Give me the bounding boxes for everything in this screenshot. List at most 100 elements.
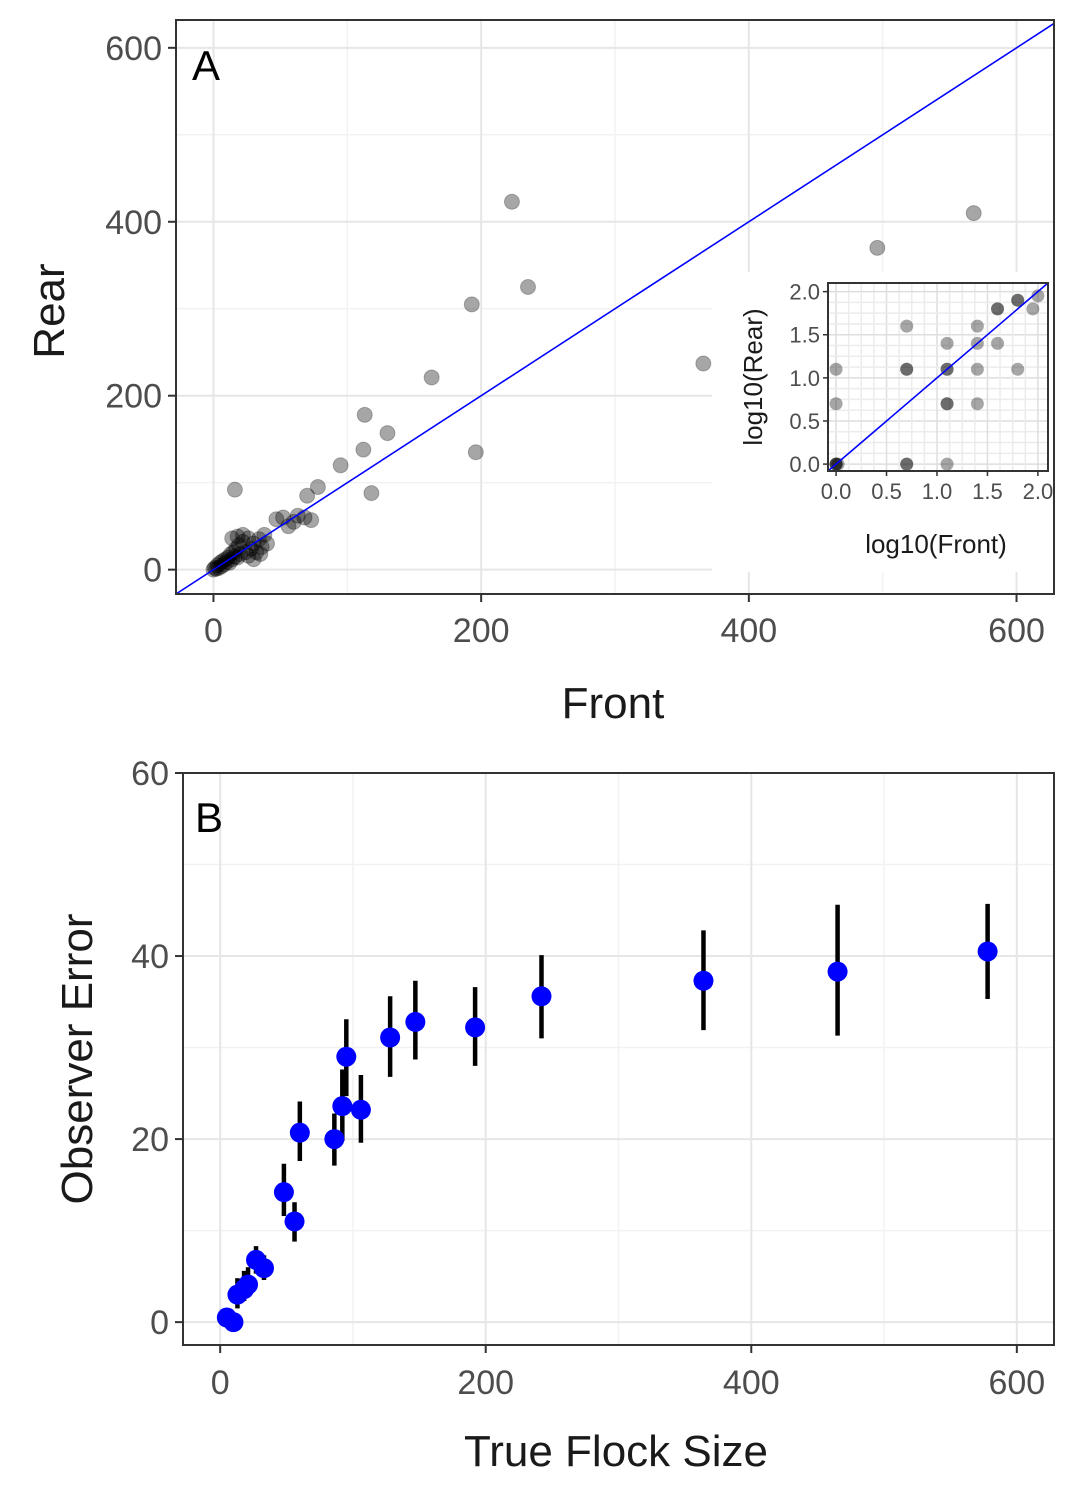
- data-point: [217, 551, 234, 568]
- data-point: [379, 425, 396, 442]
- inset-identity-line: [827, 282, 1049, 472]
- y-tick-label: 60: [131, 755, 169, 793]
- panel-a-frame: [175, 19, 1055, 595]
- data-point: [336, 1046, 357, 1067]
- data-point: [220, 549, 237, 566]
- inset-data-point: [940, 397, 954, 411]
- inset-data-point: [1011, 293, 1025, 307]
- data-point: [229, 549, 246, 566]
- data-point: [212, 554, 229, 571]
- data-point: [465, 1017, 486, 1038]
- panel-a-letter: A: [192, 42, 220, 89]
- data-point: [695, 355, 712, 372]
- x-tick-label: 0: [211, 1364, 230, 1402]
- panel-a-reference-line: [175, 22, 1055, 595]
- data-point: [827, 961, 848, 982]
- inset-y-tick-label: 2.0: [789, 280, 820, 305]
- panel-a-scatter: 0.0 0.5 1.0 1.5 2.0 0.0 0.5 1.0 1.5 2.0 log10(Fro…: [25, 19, 1057, 728]
- y-tick-label: 600: [105, 30, 162, 68]
- inset-points: [829, 289, 1045, 471]
- inset-x-tick-label: 0.5: [871, 479, 902, 504]
- inset-x-tick-label: 0.0: [821, 479, 852, 504]
- inset-data-point: [829, 397, 843, 411]
- inset-data-point: [900, 457, 914, 471]
- data-point: [273, 1182, 294, 1203]
- data-point: [252, 545, 269, 562]
- inset-data-point: [1031, 289, 1045, 303]
- inset-y-tick-label: 1.0: [789, 366, 820, 391]
- data-point: [242, 540, 259, 557]
- data-point: [363, 485, 380, 502]
- data-point: [355, 441, 372, 458]
- data-point: [531, 986, 552, 1007]
- inset-data-point: [1026, 302, 1040, 316]
- data-point: [214, 552, 231, 569]
- x-tick-label: 0: [204, 612, 223, 650]
- inset-data-point: [1011, 293, 1025, 307]
- panel-b-tick-labels: 0 200 400 600 0 20 40 60: [131, 755, 1045, 1402]
- inset-gridlines: [828, 283, 1048, 471]
- data-point: [238, 1274, 259, 1295]
- inset-data-point: [991, 302, 1005, 316]
- data-point: [324, 1129, 345, 1150]
- inset-y-tick-label: 1.5: [789, 323, 820, 348]
- panel-b-y-axis-title: Observer Error: [53, 914, 102, 1205]
- y-tick-label: 0: [150, 1304, 169, 1342]
- inset-frame: [827, 282, 1049, 472]
- data-point: [240, 530, 257, 547]
- data-point: [226, 481, 243, 498]
- y-tick-label: 0: [143, 552, 162, 590]
- inset-data-point: [940, 397, 954, 411]
- panel-a-tick-labels: 0 200 400 600 0 200 400 600: [105, 30, 1045, 650]
- data-point: [977, 941, 998, 962]
- panel-a-y-axis-title: Rear: [25, 263, 74, 358]
- data-point: [405, 1011, 426, 1032]
- panel-b-errorbar: 0 200 400 600 0 20 40 60 B True Flock Size Obse…: [53, 755, 1055, 1476]
- data-point: [299, 487, 316, 504]
- data-point: [240, 547, 257, 564]
- data-point: [869, 239, 886, 256]
- inset-data-point: [970, 397, 984, 411]
- inset-data-point: [991, 302, 1005, 316]
- inset-data-point: [991, 336, 1005, 350]
- inset-data-point: [940, 336, 954, 350]
- panel-b-letter: B: [195, 794, 223, 841]
- data-point: [423, 369, 440, 386]
- data-point: [284, 1211, 305, 1232]
- data-point: [303, 512, 320, 529]
- inset-data-point: [970, 319, 984, 333]
- data-point: [356, 406, 373, 423]
- data-point: [332, 457, 349, 474]
- x-tick-label: 400: [723, 1364, 780, 1402]
- data-point: [234, 533, 251, 550]
- data-point: [289, 1122, 310, 1143]
- inset-data-point: [900, 362, 914, 376]
- y-tick-label: 400: [105, 204, 162, 242]
- data-point: [380, 1027, 401, 1048]
- data-point: [503, 193, 520, 210]
- data-point: [253, 539, 270, 556]
- data-point: [693, 970, 714, 991]
- data-point: [224, 530, 241, 547]
- panel-b-frame: [182, 772, 1055, 1346]
- inset-data-point: [900, 457, 914, 471]
- data-point: [520, 278, 537, 295]
- panel-a-inset-log-scatter: 0.0 0.5 1.0 1.5 2.0 0.0 0.5 1.0 1.5 2.0 log10(Fro…: [712, 272, 1057, 572]
- data-point: [350, 1099, 371, 1120]
- x-tick-label: 600: [988, 612, 1045, 650]
- data-point: [259, 535, 276, 552]
- inset-data-point: [831, 457, 845, 471]
- inset-y-tick-label: 0.0: [789, 452, 820, 477]
- data-point: [245, 551, 262, 568]
- inset-y-tick-label: 0.5: [789, 409, 820, 434]
- inset-x-tick-label: 2.0: [1023, 479, 1054, 504]
- data-point: [237, 544, 254, 561]
- inset-data-point: [900, 362, 914, 376]
- data-point: [234, 526, 251, 543]
- x-tick-label: 600: [988, 1364, 1045, 1402]
- data-point: [223, 1312, 244, 1333]
- inset-data-point: [829, 362, 843, 376]
- inset-tick-labels: 0.0 0.5 1.0 1.5 2.0 0.0 0.5 1.0 1.5 2.0: [789, 280, 1053, 504]
- y-tick-label: 200: [105, 378, 162, 416]
